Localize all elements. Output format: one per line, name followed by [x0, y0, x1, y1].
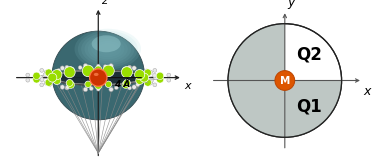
Circle shape	[94, 66, 102, 73]
Circle shape	[127, 66, 131, 70]
Circle shape	[121, 67, 132, 78]
Ellipse shape	[91, 39, 124, 59]
Circle shape	[43, 73, 47, 77]
Circle shape	[89, 87, 93, 90]
Circle shape	[44, 70, 49, 75]
Circle shape	[140, 73, 149, 82]
Ellipse shape	[88, 37, 128, 61]
Circle shape	[128, 86, 132, 90]
Circle shape	[48, 73, 57, 82]
Circle shape	[53, 77, 61, 85]
Circle shape	[135, 70, 145, 80]
Text: 4 Å: 4 Å	[114, 80, 130, 89]
Circle shape	[96, 87, 100, 91]
Circle shape	[33, 76, 40, 83]
Ellipse shape	[51, 70, 145, 85]
Circle shape	[114, 86, 118, 90]
Text: x: x	[364, 85, 371, 98]
Circle shape	[52, 70, 62, 80]
Circle shape	[83, 87, 88, 92]
Ellipse shape	[94, 73, 99, 76]
Circle shape	[148, 70, 152, 75]
Circle shape	[78, 66, 82, 70]
Circle shape	[228, 24, 342, 137]
Circle shape	[128, 65, 132, 69]
Circle shape	[26, 78, 30, 82]
Circle shape	[153, 75, 158, 80]
Circle shape	[136, 83, 140, 87]
Circle shape	[66, 85, 70, 89]
Text: Q1: Q1	[297, 97, 322, 115]
Ellipse shape	[81, 33, 135, 65]
Circle shape	[153, 83, 157, 87]
Circle shape	[105, 81, 112, 87]
Circle shape	[65, 86, 69, 90]
Circle shape	[44, 81, 49, 85]
Circle shape	[156, 76, 164, 83]
Circle shape	[57, 69, 61, 72]
Circle shape	[148, 81, 152, 85]
Text: M: M	[280, 76, 290, 85]
Circle shape	[66, 80, 73, 86]
Circle shape	[64, 67, 75, 78]
Text: y: y	[288, 0, 295, 9]
Circle shape	[109, 87, 113, 92]
Circle shape	[122, 81, 129, 88]
Circle shape	[67, 67, 74, 74]
Text: z: z	[101, 0, 107, 6]
Circle shape	[60, 66, 65, 70]
Circle shape	[60, 85, 65, 89]
Circle shape	[144, 79, 152, 86]
Circle shape	[40, 78, 44, 82]
Circle shape	[124, 80, 130, 86]
Circle shape	[144, 69, 152, 76]
Circle shape	[103, 65, 107, 69]
Circle shape	[167, 78, 171, 82]
Circle shape	[82, 65, 94, 77]
Circle shape	[275, 71, 295, 90]
Circle shape	[65, 65, 69, 69]
Circle shape	[153, 73, 156, 77]
Wedge shape	[228, 24, 285, 137]
Circle shape	[33, 72, 40, 80]
Ellipse shape	[78, 31, 138, 67]
Circle shape	[90, 69, 107, 86]
Text: Q2: Q2	[297, 46, 322, 64]
Circle shape	[85, 81, 91, 87]
Circle shape	[103, 65, 114, 77]
Circle shape	[167, 73, 171, 77]
Circle shape	[149, 78, 153, 82]
Circle shape	[132, 66, 136, 70]
Circle shape	[156, 72, 164, 80]
Text: x: x	[184, 81, 191, 91]
Circle shape	[132, 85, 136, 89]
Ellipse shape	[74, 29, 141, 69]
Circle shape	[45, 69, 53, 76]
Circle shape	[40, 68, 43, 72]
Ellipse shape	[85, 35, 131, 63]
Circle shape	[144, 69, 149, 73]
Circle shape	[94, 82, 102, 89]
Ellipse shape	[92, 35, 121, 52]
Circle shape	[48, 82, 52, 86]
Circle shape	[109, 64, 113, 68]
Ellipse shape	[52, 31, 144, 120]
Circle shape	[136, 77, 144, 85]
Circle shape	[26, 73, 30, 77]
Circle shape	[122, 67, 129, 74]
Circle shape	[39, 75, 43, 80]
Circle shape	[45, 79, 53, 86]
Wedge shape	[285, 80, 342, 137]
Circle shape	[83, 64, 88, 68]
Circle shape	[67, 81, 74, 88]
Circle shape	[96, 64, 100, 68]
Circle shape	[153, 68, 157, 72]
Circle shape	[40, 83, 43, 87]
